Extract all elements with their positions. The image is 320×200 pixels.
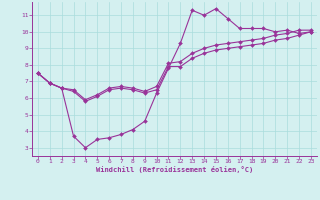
X-axis label: Windchill (Refroidissement éolien,°C): Windchill (Refroidissement éolien,°C) bbox=[96, 166, 253, 173]
